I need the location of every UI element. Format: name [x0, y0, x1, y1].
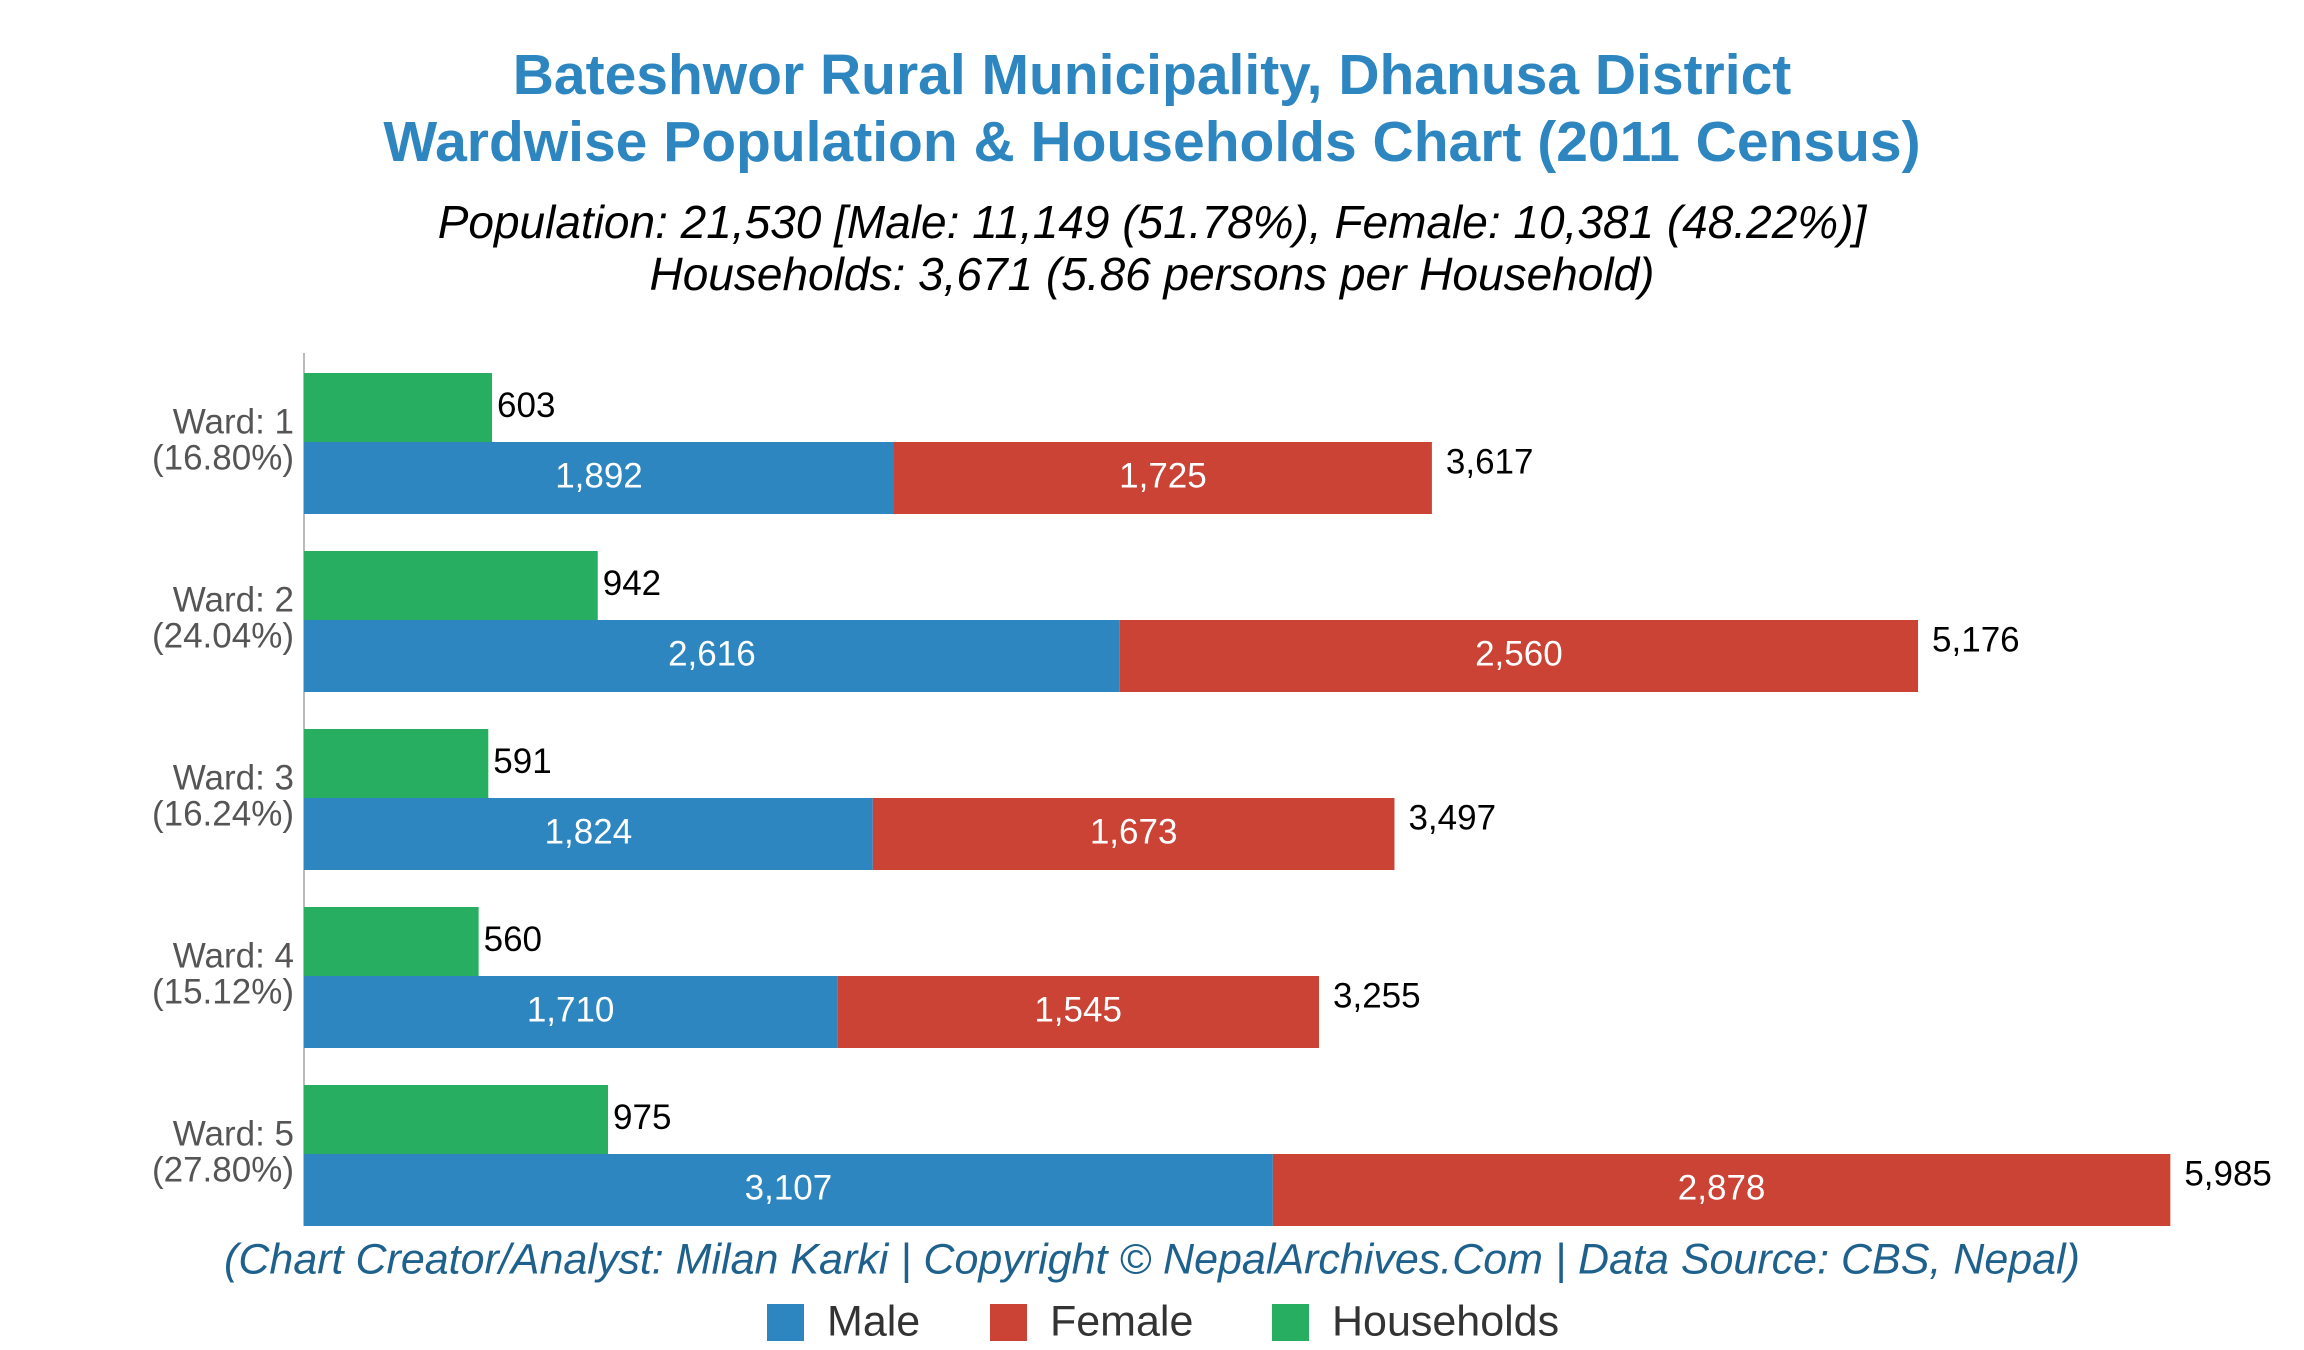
households-bar: [304, 729, 489, 798]
credit-footer: (Chart Creator/Analyst: Milan Karki | Co…: [224, 1235, 2080, 1283]
households-label: 603: [497, 386, 555, 425]
female-bar: [1119, 620, 1919, 692]
bar-value-label: 1,725: [1119, 456, 1207, 495]
male-bar: [304, 620, 1120, 692]
households-label: 975: [613, 1098, 671, 1137]
ward-label: Ward: 4: [173, 936, 294, 975]
bar-value-label: 2,878: [1678, 1168, 1766, 1207]
bar-value-label: 1,710: [527, 990, 615, 1029]
chart-title-line2: Wardwise Population & Households Chart (…: [383, 110, 1920, 174]
households-label: 591: [493, 742, 551, 781]
female-bar: [837, 976, 1320, 1048]
households-bar: [304, 373, 493, 442]
male-bar: [304, 1154, 1273, 1226]
ward-share: (16.80%): [152, 438, 294, 477]
legend-label: Male: [827, 1297, 920, 1345]
ward-label: Ward: 3: [173, 758, 294, 797]
ward-share: (27.80%): [152, 1150, 294, 1189]
female-bar: [893, 442, 1432, 514]
chart-subtitle-line2: Households: 3,671 (5.86 persons per Hous…: [650, 248, 1655, 300]
ward-share: (15.12%): [152, 972, 294, 1011]
total-label: 5,985: [2184, 1154, 2272, 1193]
total-label: 3,617: [1446, 442, 1534, 481]
bar-value-label: 2,616: [668, 634, 756, 673]
ward-label: Ward: 1: [173, 402, 294, 441]
ward-share: (24.04%): [152, 616, 294, 655]
total-label: 5,176: [1932, 620, 2020, 659]
total-label: 3,497: [1408, 798, 1496, 837]
male-bar: [304, 442, 894, 514]
legend-label: Households: [1332, 1297, 1559, 1345]
female-bar: [872, 798, 1395, 870]
households-label: 942: [603, 564, 661, 603]
households-label: 560: [484, 920, 542, 959]
ward-label: Ward: 2: [173, 580, 294, 619]
households-bar: [304, 551, 598, 620]
legend-swatch: [1272, 1304, 1309, 1341]
chart-subtitle: Population: 21,530 [Male: 11,149 (51.78%…: [438, 196, 1868, 248]
bar-value-label: 1,545: [1034, 990, 1122, 1029]
legend-swatch: [990, 1304, 1027, 1341]
bar-value-label: 1,824: [545, 812, 633, 851]
bar-value-label: 1,673: [1090, 812, 1178, 851]
legend-swatch: [767, 1304, 804, 1341]
male-bar: [304, 976, 838, 1048]
female-bar: [1272, 1154, 2171, 1226]
legend-label: Female: [1050, 1297, 1193, 1345]
households-bar: [304, 907, 479, 976]
ward-label: Ward: 5: [173, 1114, 294, 1153]
bar-value-label: 3,107: [745, 1168, 833, 1207]
total-label: 3,255: [1333, 976, 1421, 1015]
male-bar: [304, 798, 873, 870]
households-bar: [304, 1085, 609, 1154]
bar-value-label: 1,892: [555, 456, 643, 495]
chart-title: Bateshwor Rural Municipality, Dhanusa Di…: [513, 43, 1792, 107]
bar-value-label: 2,560: [1475, 634, 1563, 673]
ward-share: (16.24%): [152, 794, 294, 833]
